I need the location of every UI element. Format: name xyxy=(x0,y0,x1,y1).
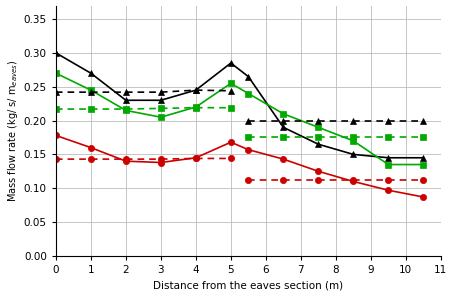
X-axis label: Distance from the eaves section (m): Distance from the eaves section (m) xyxy=(153,280,343,290)
Y-axis label: Mass flow rate (kg/ s/ m$_{eaves}$): Mass flow rate (kg/ s/ m$_{eaves}$) xyxy=(5,59,19,202)
